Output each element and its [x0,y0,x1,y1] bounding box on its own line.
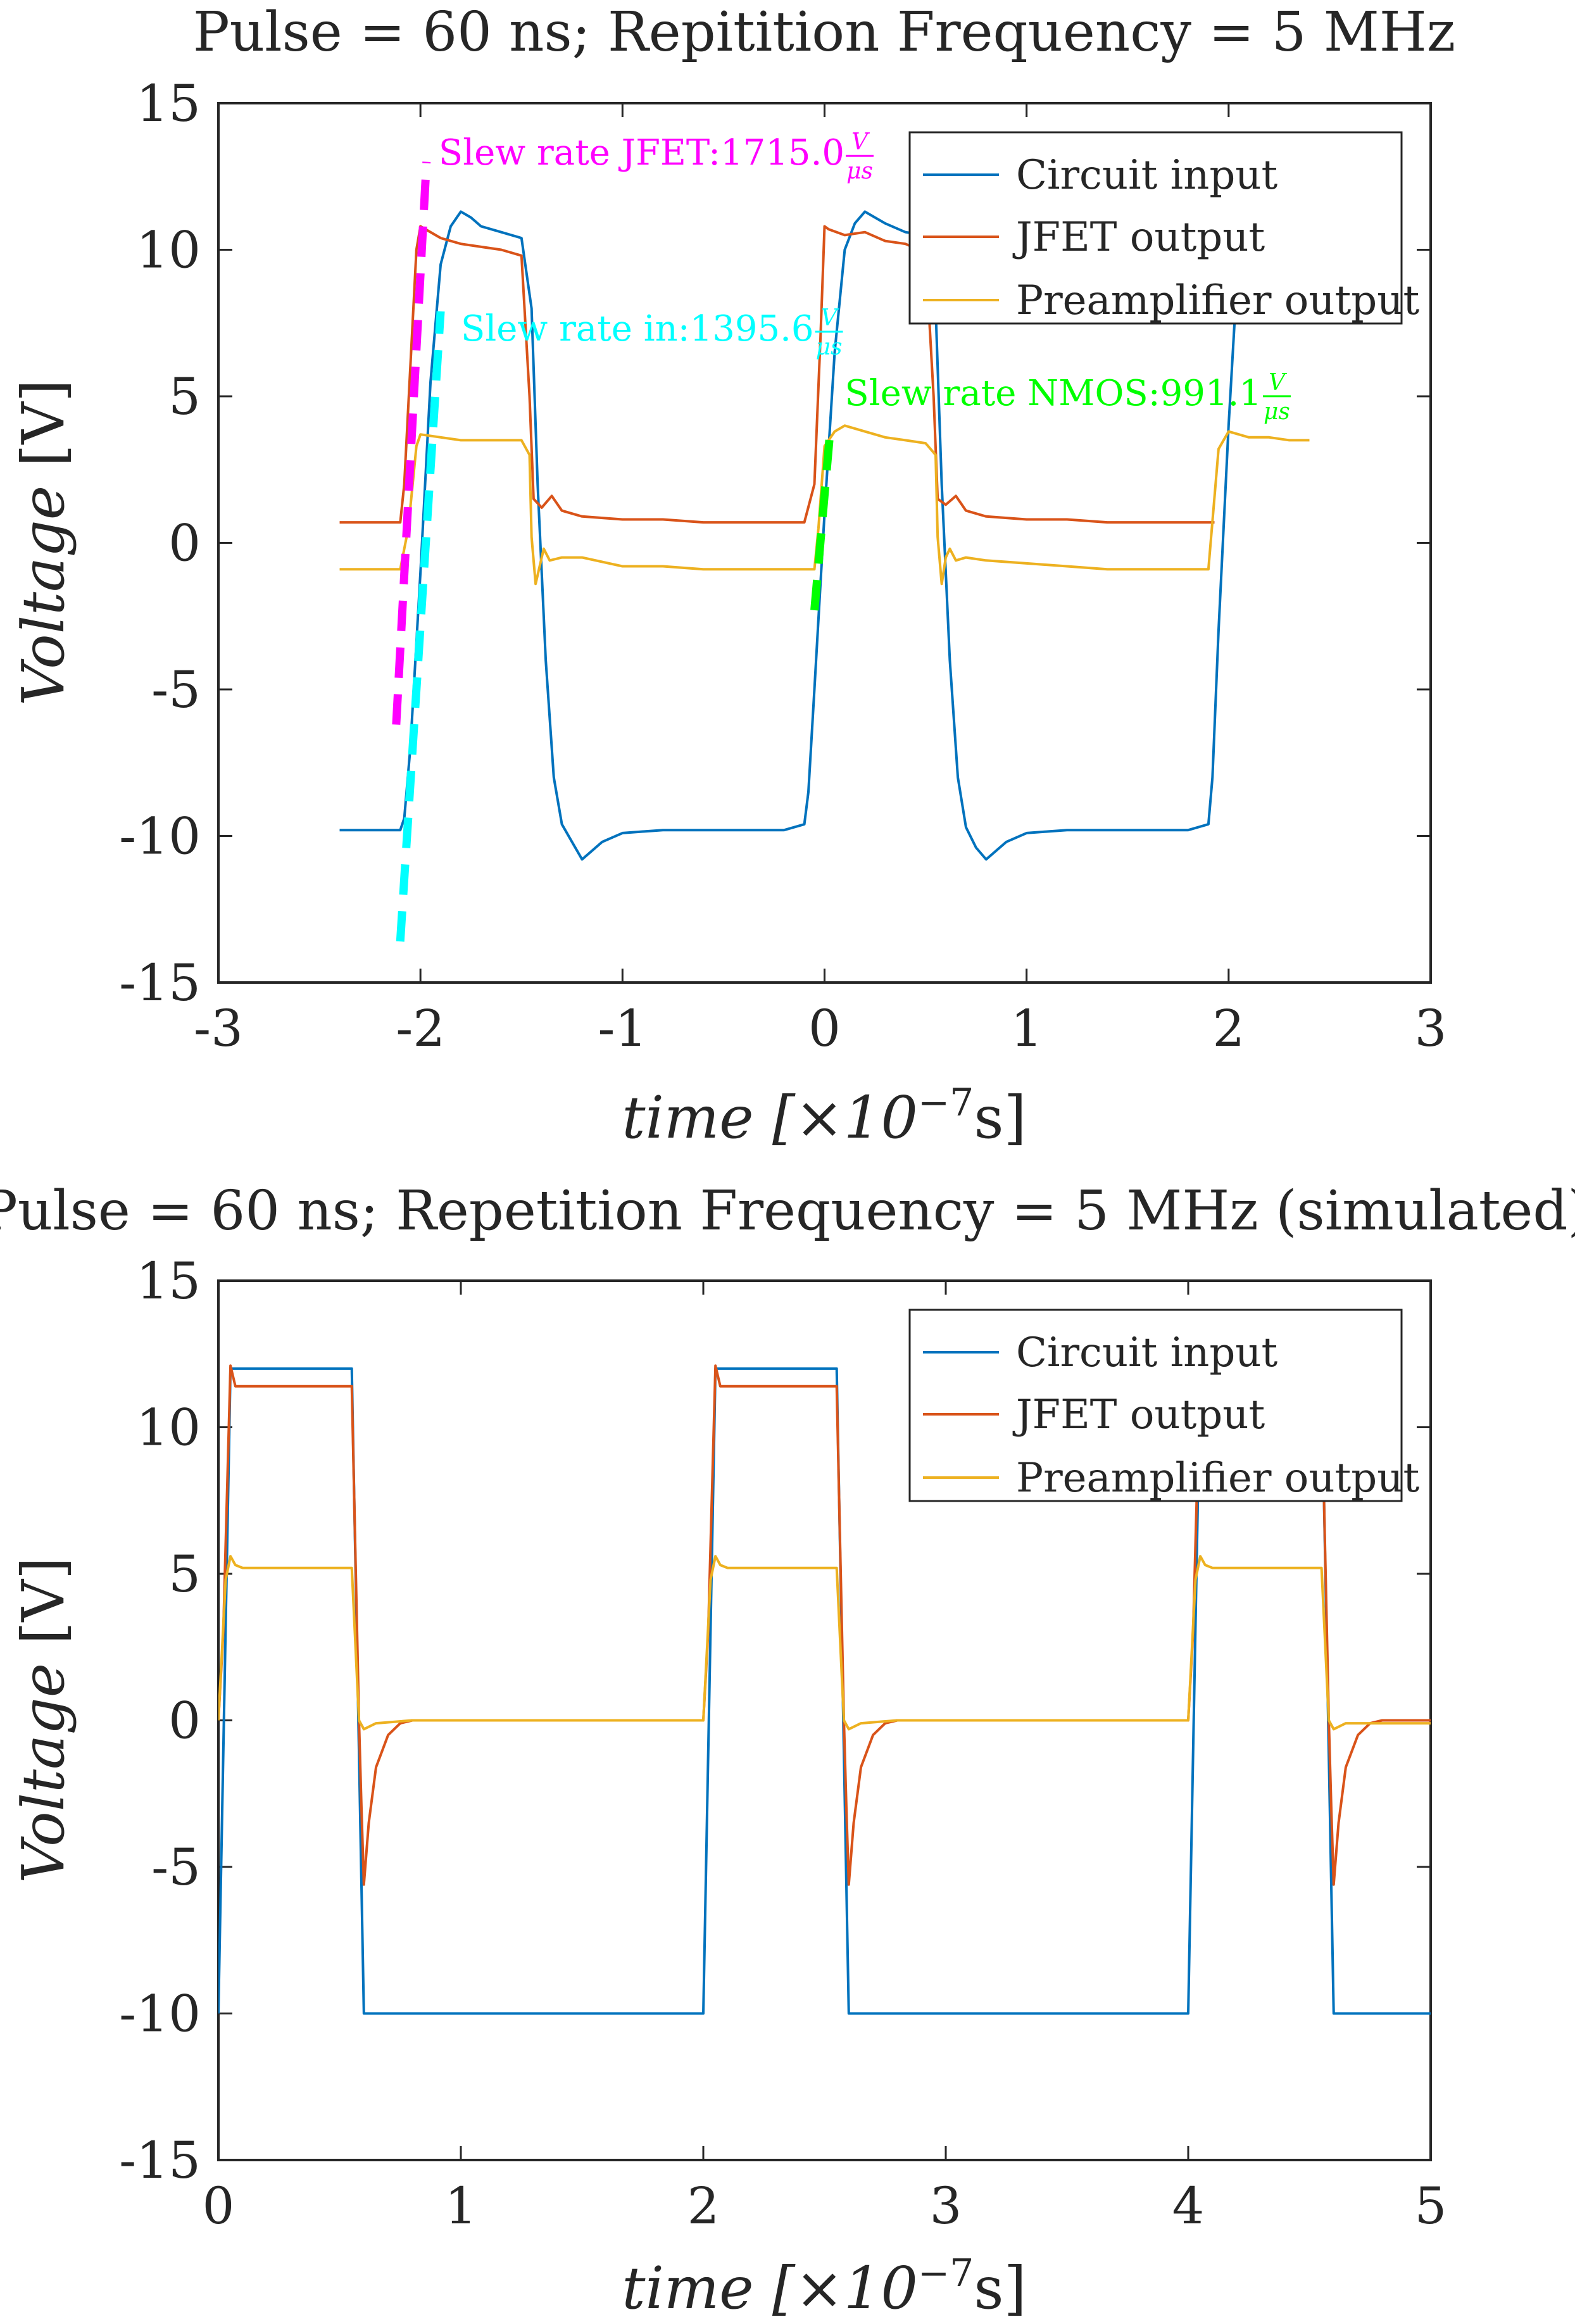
chart-bottom-xlabel: time [×10−7s] [622,2251,1027,2322]
slew-rate-unit-numerator: V [851,129,870,155]
xlabel-base: time [×10 [622,2254,918,2322]
x-tick-label: 5 [1415,2176,1447,2235]
slew-rate-annotation: Slew rate JFET:1715.0 Vμs [439,129,874,184]
chart-bottom-legend: Circuit input JFET output Preamplifier o… [908,1309,1419,1502]
slew-rate-line [810,425,835,611]
slew-rate-unit-numerator: V [1269,370,1288,396]
x-tick-label: 0 [808,999,841,1058]
chart-top-ylabel: Voltage [V] [9,379,77,705]
slew-rate-annotation: Slew rate in:1395.6 Vμs [461,305,843,360]
x-tick-label: 2 [687,2176,720,2235]
chart-top-series [339,210,1310,861]
y-tick-label: 5 [168,1545,201,1604]
slew-rate-annotation-text: Slew rate JFET:1715.0 [439,132,844,173]
xlabel-base: time [×10 [622,1084,918,1152]
y-tick-label: -10 [119,807,201,866]
x-tick-label: 4 [1172,2176,1205,2235]
series-line-preamplifier-output [218,1555,1431,1731]
slew-rate-line [396,311,445,942]
chart-top-xlabel: time [×10−7s] [622,1081,1027,1152]
y-tick-label: 15 [136,1252,201,1310]
xlabel-tail: s] [974,1084,1026,1152]
xlabel-tail: s] [974,2254,1026,2322]
y-tick-label: 15 [136,74,201,133]
chart-top-legend: Circuit input JFET output Preamplifier o… [908,131,1419,325]
x-tick-label: 3 [930,2176,962,2235]
legend-box [908,1309,1403,1502]
chart-bottom-ylabel: Voltage [V] [9,1557,77,1883]
slew-rate-annotation-text: Slew rate NMOS:991.1 [844,373,1262,414]
series-line-jfet-output [339,225,1215,524]
xlabel-exp: −7 [918,2251,974,2296]
series-line-jfet-output [218,1364,1431,1886]
slew-rate-unit-denominator: μs [816,334,843,360]
chart-bottom: Pulse = 60 ns; Repetition Frequency = 5 … [0,1179,1575,2322]
chart-top: Pulse = 60 ns; Repitition Frequency = 5 … [9,1,1455,1152]
legend-label-preamplifier-output: Preamplifier output [1016,1455,1419,1502]
x-tick-label: 3 [1415,999,1447,1058]
chart-top-title: Pulse = 60 ns; Repitition Frequency = 5 … [193,1,1455,64]
y-tick-label: 0 [168,514,201,573]
slew-rate-line [392,161,431,725]
chart-top-slew-lines [392,161,835,942]
slew-rate-annotation: Slew rate NMOS:991.1 Vμs [844,370,1291,425]
x-tick-label: -1 [598,999,647,1058]
y-tick-label: 10 [136,1398,201,1457]
legend-label-jfet-output: JFET output [1012,1391,1265,1438]
legend-label-circuit-input: Circuit input [1016,152,1278,199]
x-tick-label: 2 [1212,999,1245,1058]
ylabel-unit: [V] [9,1557,77,1644]
x-tick-label: -2 [396,999,445,1058]
legend-label-jfet-output: JFET output [1012,214,1265,261]
ylabel-base: Voltage [9,1645,77,1883]
y-tick-label: -15 [119,2131,201,2190]
x-tick-label: -3 [194,999,243,1058]
y-tick-label: -5 [151,1838,201,1897]
y-tick-label: -5 [151,660,201,719]
legend-label-preamplifier-output: Preamplifier output [1016,277,1419,324]
y-tick-label: -10 [119,1985,201,2044]
legend-box [908,131,1403,325]
x-tick-label: 1 [1010,999,1043,1058]
slew-rate-annotation-text: Slew rate in:1395.6 [461,308,814,349]
x-tick-label: 1 [445,2176,477,2235]
y-tick-label: -15 [119,953,201,1012]
y-tick-label: 0 [168,1692,201,1750]
slew-rate-unit-denominator: μs [1264,399,1290,425]
x-tick-label: 0 [203,2176,235,2235]
slew-rate-unit-denominator: μs [846,158,873,184]
y-tick-label: 5 [168,367,201,426]
legend-label-circuit-input: Circuit input [1016,1329,1278,1376]
ylabel-unit: [V] [9,379,77,467]
series-line-preamplifier-output [339,424,1310,586]
slew-rate-unit-numerator: V [821,305,840,331]
chart-bottom-title: Pulse = 60 ns; Repetition Frequency = 5 … [0,1179,1575,1243]
y-tick-label: 10 [136,221,201,280]
xlabel-exp: −7 [918,1081,974,1125]
series-line-circuit-input [339,210,1250,861]
ylabel-base: Voltage [9,467,77,706]
